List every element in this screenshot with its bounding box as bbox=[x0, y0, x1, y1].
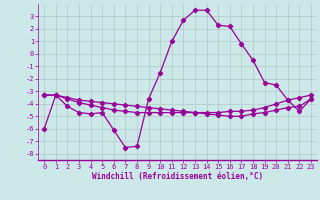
X-axis label: Windchill (Refroidissement éolien,°C): Windchill (Refroidissement éolien,°C) bbox=[92, 172, 263, 181]
